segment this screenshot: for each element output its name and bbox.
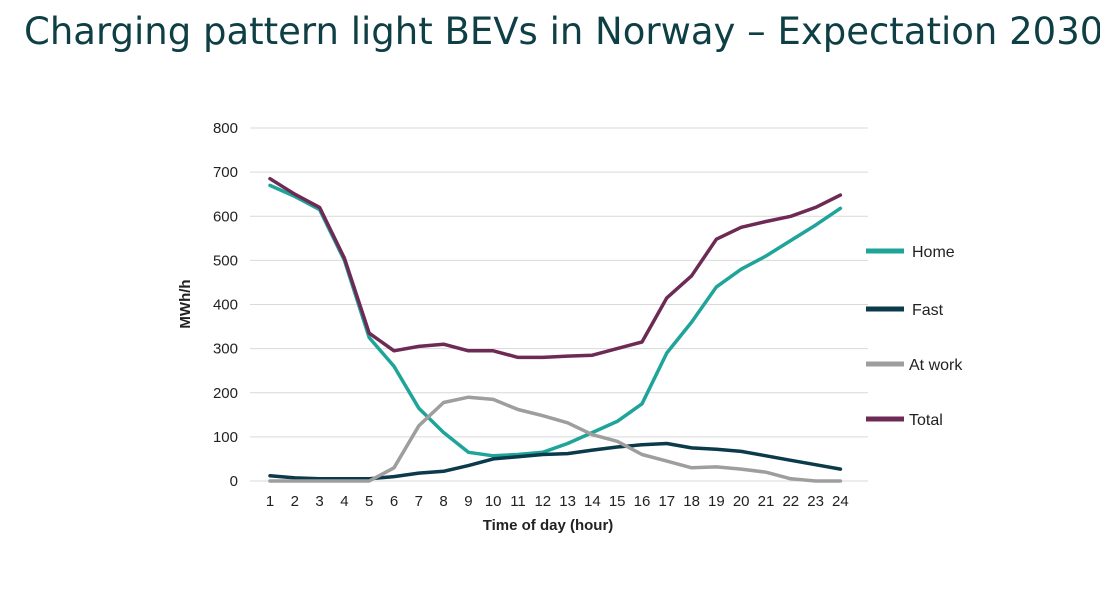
x-tick-label: 19 — [708, 493, 725, 510]
series-lines — [268, 176, 843, 483]
grid-lines — [250, 127, 868, 482]
x-tick-label: 1 — [266, 493, 274, 510]
x-tick-label: 13 — [559, 493, 576, 510]
y-tick-label: 300 — [213, 341, 238, 358]
y-tick-label: 700 — [213, 164, 238, 181]
x-axis-ticks: 1 2 3 4 5 6 7 8 9 10 11 12 13 14 15 16 17 18 19 20 21 22 23 24 — [266, 493, 849, 510]
legend-label-total: Total — [909, 412, 943, 429]
x-axis-label: Time of day (hour) — [483, 517, 614, 534]
x-tick-label: 7 — [415, 493, 423, 510]
x-tick-label: 18 — [683, 493, 700, 510]
y-axis-label: MWh/h — [177, 279, 194, 328]
series-line-fast — [268, 441, 843, 481]
x-tick-label: 15 — [609, 493, 626, 510]
y-tick-label: 400 — [213, 297, 238, 314]
legend: Home Fast At work Total — [866, 244, 963, 429]
x-tick-label: 23 — [807, 493, 824, 510]
x-tick-label: 4 — [340, 493, 348, 510]
legend-label-at-work: At work — [909, 357, 963, 374]
series-line-home — [268, 183, 843, 458]
x-tick-label: 11 — [510, 493, 526, 510]
x-tick-label: 6 — [390, 493, 398, 510]
legend-label-fast: Fast — [912, 302, 944, 319]
y-tick-label: 0 — [230, 473, 238, 490]
x-tick-label: 24 — [832, 493, 849, 510]
y-axis-ticks: 0 100 200 300 400 500 600 700 800 — [213, 120, 238, 490]
x-tick-label: 2 — [291, 493, 299, 510]
x-tick-label: 21 — [758, 493, 775, 510]
y-tick-label: 500 — [213, 252, 238, 269]
x-tick-label: 3 — [315, 493, 323, 510]
slide-title: Charging pattern light BEVs in Norway – … — [24, 10, 1100, 53]
x-tick-label: 12 — [534, 493, 551, 510]
series-line-total — [268, 176, 843, 360]
y-tick-label: 200 — [213, 385, 238, 402]
x-tick-label: 10 — [485, 493, 502, 510]
x-tick-label: 20 — [733, 493, 750, 510]
y-tick-label: 100 — [213, 429, 238, 446]
x-tick-label: 5 — [365, 493, 373, 510]
x-tick-label: 8 — [439, 493, 447, 510]
y-tick-label: 600 — [213, 208, 238, 225]
x-tick-label: 9 — [464, 493, 472, 510]
legend-label-home: Home — [912, 244, 955, 261]
x-tick-label: 17 — [658, 493, 675, 510]
x-tick-label: 14 — [584, 493, 601, 510]
x-tick-label: 16 — [634, 493, 651, 510]
y-tick-label: 800 — [213, 120, 238, 137]
series-line-at-work — [268, 395, 843, 483]
x-tick-label: 22 — [782, 493, 799, 510]
